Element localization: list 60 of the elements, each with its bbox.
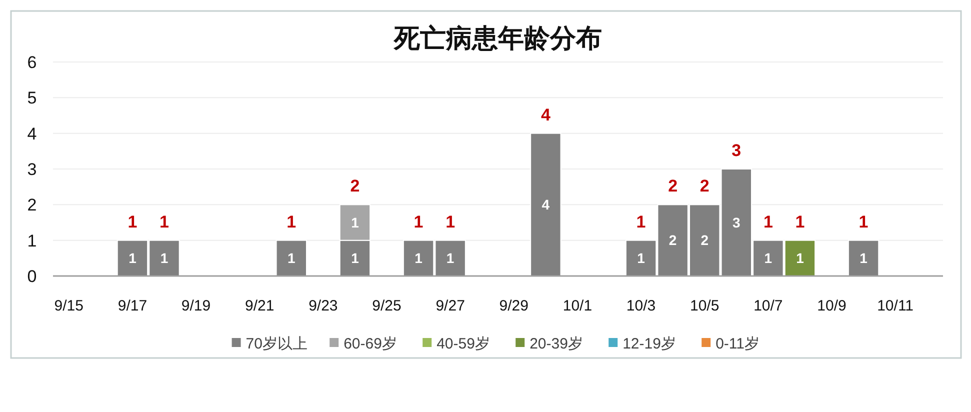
legend-label: 40-59岁 xyxy=(436,335,490,352)
data-label: 1 xyxy=(351,250,360,266)
y-tick-label: 5 xyxy=(27,88,37,108)
data-label: 1 xyxy=(160,250,168,266)
legend-label: 0-11岁 xyxy=(716,335,760,352)
data-label: 2 xyxy=(700,232,709,248)
y-tick-label: 2 xyxy=(27,196,37,215)
bar xyxy=(530,132,562,276)
y-tick-label: 4 xyxy=(27,124,37,144)
data-label: 1 xyxy=(860,250,868,266)
legend-label: 12-19岁 xyxy=(622,335,676,352)
x-tick-label: 9/21 xyxy=(245,297,274,314)
data-label: 1 xyxy=(128,250,137,266)
bar xyxy=(848,240,880,276)
x-tick-label: 10/1 xyxy=(562,297,592,314)
x-tick-label: 9/15 xyxy=(54,297,84,314)
x-tick-label: 9/29 xyxy=(499,297,528,314)
total-label: 1 xyxy=(636,212,646,232)
y-tick-label: 1 xyxy=(27,231,37,250)
x-tick-label: 9/17 xyxy=(118,297,148,314)
total-label: 2 xyxy=(668,176,678,196)
x-tick-label: 9/19 xyxy=(181,297,211,314)
total-label: 2 xyxy=(700,176,710,196)
x-tick-label: 10/3 xyxy=(626,297,656,314)
data-label: 1 xyxy=(351,214,360,230)
total-label: 1 xyxy=(858,212,868,232)
chart-title: 死亡病患年龄分布 xyxy=(393,23,602,54)
x-tick-label: 10/11 xyxy=(877,297,914,314)
data-label: 4 xyxy=(542,196,550,213)
x-tick-label: 9/27 xyxy=(436,297,465,314)
x-tick-label: 10/9 xyxy=(817,297,846,314)
data-label: 1 xyxy=(764,250,772,266)
total-label: 1 xyxy=(763,212,773,232)
total-label: 2 xyxy=(350,176,360,196)
data-label: 1 xyxy=(446,250,454,266)
data-label: 1 xyxy=(414,250,423,266)
total-label: 1 xyxy=(160,212,169,232)
total-label: 1 xyxy=(795,212,805,232)
data-label: 1 xyxy=(287,250,296,266)
bar xyxy=(276,240,307,276)
x-tick-label: 10/7 xyxy=(754,297,783,314)
x-tick-label: 9/25 xyxy=(372,297,402,314)
total-label: 3 xyxy=(732,141,742,160)
total-label: 4 xyxy=(540,105,551,124)
data-label: 3 xyxy=(732,214,740,230)
data-label: 1 xyxy=(796,250,804,266)
y-tick-label: 3 xyxy=(27,160,37,179)
y-tick-label: 0 xyxy=(27,266,37,286)
total-label: 1 xyxy=(414,212,424,232)
total-label: 1 xyxy=(446,212,456,232)
x-tick-label: 10/5 xyxy=(690,297,720,314)
total-label: 1 xyxy=(128,212,138,232)
total-label: 1 xyxy=(286,212,296,232)
data-label: 2 xyxy=(668,232,677,248)
legend-label: 20-39岁 xyxy=(530,335,583,352)
y-tick-label: 6 xyxy=(27,52,37,72)
legend-label: 70岁以上 xyxy=(246,335,308,352)
data-label: 1 xyxy=(637,250,646,266)
x-tick-label: 9/23 xyxy=(308,297,338,314)
legend-label: 60-69岁 xyxy=(344,335,397,352)
